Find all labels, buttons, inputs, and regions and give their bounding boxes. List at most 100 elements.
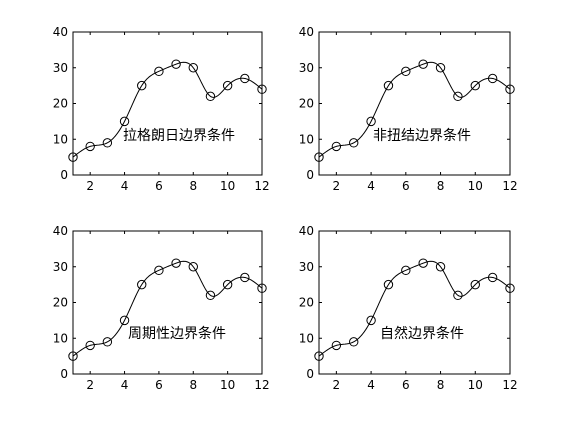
x-tick-label: 2 (86, 378, 94, 392)
axes-box (318, 31, 511, 176)
x-tick-label: 10 (468, 179, 483, 193)
x-tick-label: 12 (254, 179, 269, 193)
data-point-marker (366, 315, 376, 326)
y-tick-label: 40 (299, 224, 314, 238)
data-point-marker (222, 279, 233, 290)
data-point-marker (314, 152, 324, 162)
axes-box (72, 230, 263, 375)
data-point-marker (383, 80, 394, 91)
x-tick-label: 6 (155, 179, 163, 193)
y-tick-label: 40 (53, 224, 68, 238)
data-point-marker (401, 265, 411, 276)
data-point-marker (505, 283, 515, 293)
data-point-marker (68, 351, 78, 361)
data-point-marker (349, 337, 359, 347)
x-tick-label: 10 (468, 378, 483, 392)
y-tick-label: 20 (299, 97, 314, 111)
x-tick-label: 12 (502, 378, 517, 392)
data-point-marker (119, 116, 130, 127)
data-point-marker (137, 80, 147, 91)
x-tick-label: 8 (437, 179, 445, 193)
x-tick-label: 4 (121, 179, 129, 193)
x-tick-label: 12 (254, 378, 269, 392)
x-tick-label: 2 (333, 179, 341, 193)
y-tick-label: 30 (299, 260, 314, 274)
x-tick-label: 8 (437, 378, 445, 392)
x-tick-label: 8 (189, 378, 197, 392)
data-point-marker (453, 91, 463, 102)
data-point-marker (401, 66, 411, 77)
y-tick-label: 20 (53, 97, 68, 111)
data-point-marker (188, 262, 198, 272)
data-point-marker (257, 84, 267, 94)
data-point-marker (470, 279, 480, 290)
y-tick-label: 10 (53, 132, 68, 146)
y-tick-label: 20 (299, 296, 314, 310)
x-tick-label: 2 (333, 378, 341, 392)
subplot-4: 2 4 6 8 10 12 0 10 20 30 40 自然边界条件 (299, 224, 518, 392)
data-point-marker (205, 91, 216, 102)
y-tick-label: 0 (306, 367, 314, 381)
data-point-marker (154, 265, 164, 276)
data-point-marker (102, 337, 113, 347)
data-point-marker (102, 138, 113, 148)
y-tick-label: 0 (60, 367, 68, 381)
y-tick-label: 40 (53, 25, 68, 39)
spline-curve (72, 260, 263, 357)
data-point-marker (435, 262, 446, 272)
data-point-marker (85, 340, 95, 351)
y-tick-label: 10 (299, 331, 314, 345)
x-tick-label: 4 (121, 378, 129, 392)
x-tick-label: 2 (86, 179, 94, 193)
data-point-marker (240, 73, 250, 84)
data-point-marker (487, 73, 498, 84)
x-tick-label: 6 (402, 378, 410, 392)
y-tick-label: 0 (60, 168, 68, 182)
x-tick-label: 10 (220, 378, 235, 392)
spline-curve (318, 260, 511, 357)
x-tick-label: 10 (220, 179, 235, 193)
data-point-marker (418, 258, 428, 268)
data-point-marker (240, 272, 250, 283)
data-point-marker (137, 279, 147, 290)
y-tick-label: 30 (53, 61, 68, 75)
spline-curve (72, 61, 263, 158)
data-point-marker (314, 351, 324, 361)
data-point-marker (383, 279, 394, 290)
y-tick-label: 0 (306, 168, 314, 182)
data-point-marker (366, 116, 376, 127)
annotation-text: 非扭结边界条件 (373, 127, 471, 144)
data-point-marker (487, 272, 498, 283)
y-tick-label: 10 (299, 132, 314, 146)
x-tick-label: 12 (502, 179, 517, 193)
data-point-marker (470, 80, 480, 91)
spline-curve (318, 61, 511, 158)
data-point-marker (188, 63, 198, 73)
data-point-marker (119, 315, 130, 326)
data-point-marker (68, 152, 78, 162)
y-tick-label: 30 (53, 260, 68, 274)
data-point-marker (257, 283, 267, 293)
x-tick-label: 6 (402, 179, 410, 193)
data-point-marker (349, 138, 359, 148)
data-point-marker (453, 290, 463, 301)
annotation-text: 周期性边界条件 (128, 325, 226, 342)
annotation-text: 拉格朗日边界条件 (123, 127, 235, 144)
x-tick-label: 6 (155, 378, 163, 392)
y-tick-label: 40 (299, 25, 314, 39)
data-point-marker (85, 141, 95, 152)
data-point-marker (331, 141, 342, 152)
data-point-marker (171, 258, 181, 268)
axes-box (72, 31, 263, 176)
x-tick-label: 4 (367, 378, 375, 392)
annotation-text: 自然边界条件 (380, 325, 464, 342)
y-tick-label: 10 (53, 331, 68, 345)
data-point-marker (222, 80, 233, 91)
subplot-3: 2 4 6 8 10 12 0 10 20 30 40 周期性边界条件 (53, 224, 270, 392)
data-point-marker (205, 290, 216, 301)
y-tick-label: 30 (299, 61, 314, 75)
data-point-marker (435, 63, 446, 73)
data-point-marker (418, 59, 428, 69)
subplot-1: 2 4 6 8 10 12 0 10 20 30 40 拉格朗日边界条件 (53, 25, 270, 193)
